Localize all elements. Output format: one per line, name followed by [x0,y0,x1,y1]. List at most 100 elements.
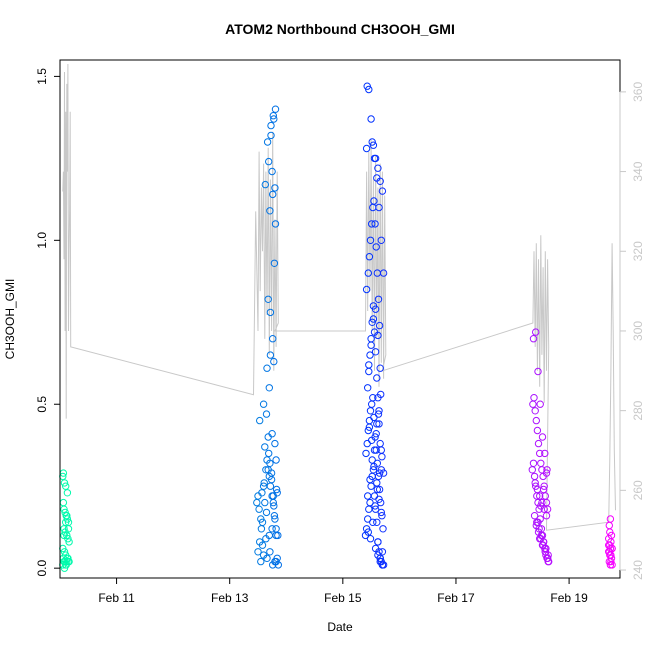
data-point [265,449,273,458]
data-point [374,410,383,418]
data-point [537,502,545,510]
data-point [272,456,280,464]
data-point [378,187,387,195]
data-point [364,515,372,523]
right-y-tick-label: 360 [631,82,645,102]
data-point [368,138,376,146]
data-point [606,544,615,553]
data-point [262,508,271,517]
data-point [364,492,372,500]
data-point [375,495,383,503]
data-point [371,544,380,553]
data-point [368,220,376,228]
data-point [543,554,552,562]
data-point [371,305,380,313]
x-tick-label: Feb 13 [211,591,249,605]
data-point [365,505,373,513]
right-y-tick-label: 340 [631,161,645,181]
y-tick-label: 0.5 [35,396,49,413]
data-point [369,466,378,474]
data-point [539,485,548,494]
data-point [377,508,385,517]
data-point [268,525,276,533]
data-point [373,479,381,487]
data-point [529,335,538,343]
data-point [373,374,381,382]
data-point [378,561,387,569]
data-point [364,269,372,277]
data-point [541,548,549,556]
data-point [375,485,384,494]
data-point [543,466,551,474]
data-point [372,430,380,438]
data-point [368,400,376,408]
data-point [365,253,374,261]
data-point [536,535,544,543]
data-point [373,174,381,182]
data-point [534,439,543,448]
data-point [608,561,616,569]
data-point [257,557,265,566]
x-axis-label: Date [327,620,353,634]
data-point [365,416,374,425]
data-point [377,446,385,454]
points-layer [59,82,616,572]
data-point [375,420,383,428]
data-point [263,554,271,562]
data-point [366,351,374,359]
data-point [373,485,381,494]
data-point [371,505,380,513]
data-point [366,498,374,507]
data-point [375,321,384,330]
data-point [256,416,264,425]
right-axis-line-layer [62,63,616,531]
data-point [266,207,274,215]
data-point [263,138,272,146]
data-point [607,531,616,540]
data-point [379,525,387,533]
data-point [60,505,68,513]
data-point [364,426,372,435]
data-point [257,525,266,533]
data-point [379,469,388,477]
data-point [374,331,382,340]
data-point [258,518,267,526]
data-point [271,220,280,228]
data-point [271,515,279,523]
x-tick-label: Feb 11 [98,591,135,605]
data-point [367,115,375,123]
data-point [538,541,547,549]
data-point [365,423,374,431]
data-point [372,243,380,251]
chart-title: ATOM2 Northbound CH3OOH_GMI [225,21,455,37]
data-point [264,433,272,441]
data-point [271,439,279,448]
data-point [365,367,373,376]
data-point [368,456,376,464]
data-point [530,394,538,402]
data-point [374,164,382,172]
data-point [271,105,280,113]
data-point [63,512,71,520]
data-point [373,420,381,428]
data-point [61,482,70,490]
data-point [370,197,378,205]
data-point [376,439,384,448]
right-axis-series-line [62,63,616,531]
data-point [269,190,277,199]
data-point [530,512,539,520]
right-y-tick-label: 280 [631,400,645,420]
data-point [363,439,371,448]
data-point [268,167,276,176]
data-point [378,512,386,520]
data-point [379,269,388,277]
y-tick-label: 1.0 [35,232,49,249]
data-point [378,453,386,461]
right-y-tick-label: 260 [631,480,645,500]
data-point [537,459,545,467]
data-point [371,348,380,356]
data-point [266,548,274,556]
data-point [267,469,276,477]
data-point [274,561,282,569]
